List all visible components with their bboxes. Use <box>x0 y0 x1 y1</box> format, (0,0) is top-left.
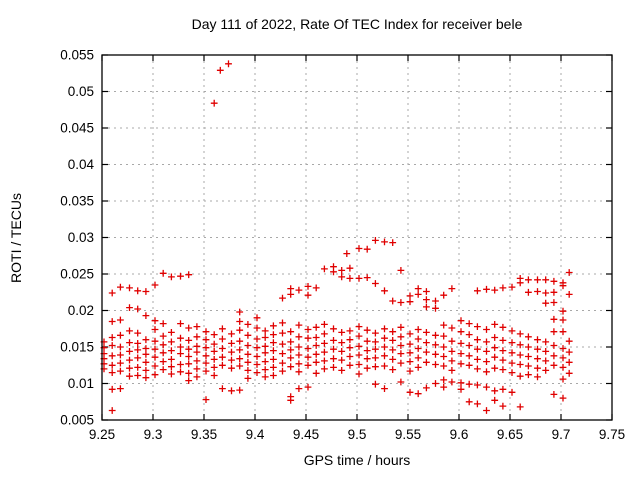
y-tick-label: 0.045 <box>60 121 94 136</box>
y-tick-label: 0.02 <box>68 303 94 318</box>
y-tick-label: 0.005 <box>60 413 94 428</box>
grid-lines <box>102 55 612 420</box>
scatter-points <box>100 60 573 414</box>
x-tick-label: 9.75 <box>599 427 625 442</box>
axis-ticks <box>101 54 613 421</box>
x-tick-label: 9.55 <box>395 427 421 442</box>
x-tick-label: 9.3 <box>144 427 163 442</box>
y-tick-label: 0.015 <box>60 340 94 355</box>
y-tick-label: 0.025 <box>60 267 94 282</box>
y-tick-label: 0.05 <box>68 84 94 99</box>
x-tick-label: 9.35 <box>191 427 217 442</box>
tick-labels: 9.25 9.3 9.35 9.4 9.45 9.5 9.55 9.6 9.65 9.7 9.75 0… <box>60 48 625 443</box>
y-tick-label: 0.01 <box>68 376 94 391</box>
plot-border <box>101 54 613 421</box>
y-axis-label: ROTI / TECUs <box>8 193 24 283</box>
chart-title: Day 111 of 2022, Rate Of TEC Index for r… <box>191 16 523 32</box>
x-tick-label: 9.6 <box>450 427 469 442</box>
y-tick-label: 0.04 <box>68 157 95 172</box>
x-tick-label: 9.4 <box>246 427 265 442</box>
y-tick-label: 0.03 <box>68 230 94 245</box>
y-tick-label: 0.035 <box>60 194 94 209</box>
x-tick-label: 9.25 <box>89 427 115 442</box>
x-tick-label: 9.45 <box>293 427 319 442</box>
x-tick-label: 9.5 <box>348 427 367 442</box>
y-tick-label: 0.055 <box>60 48 94 63</box>
x-axis-label: GPS time / hours <box>303 452 411 468</box>
data-point-markers <box>100 60 573 414</box>
x-tick-label: 9.65 <box>497 427 523 442</box>
x-tick-label: 9.7 <box>552 427 571 442</box>
